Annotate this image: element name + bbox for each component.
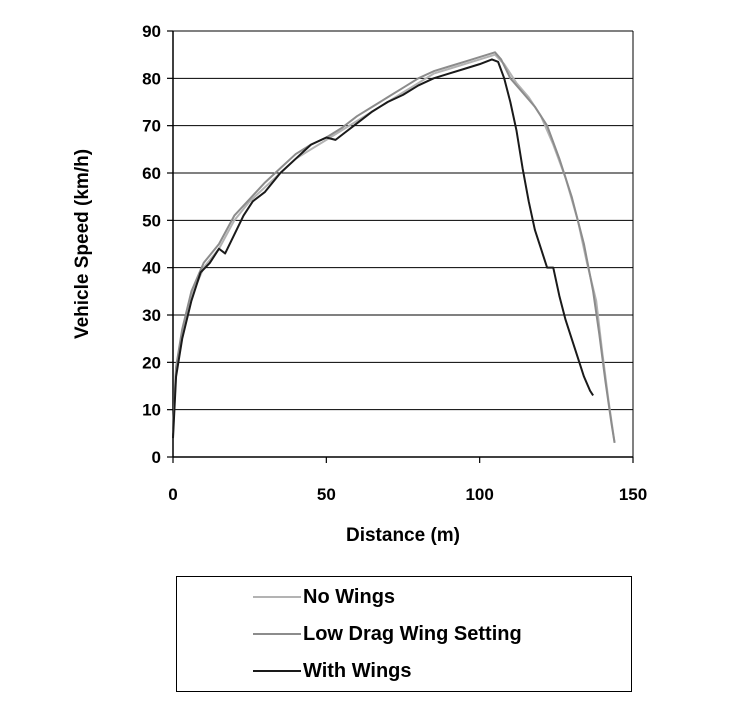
legend: No Wings Low Drag Wing Setting With Wing… [176,576,632,692]
legend-item-no-wings: No Wings [253,585,395,609]
x-tick-label-50: 50 [317,485,336,504]
y-tick-label-50: 50 [142,211,161,230]
y-tick-label-10: 10 [142,401,161,420]
legend-swatch-with-wings [253,670,301,672]
y-tick-label-90: 90 [142,22,161,41]
legend-swatch-low-drag [253,633,301,635]
y-tick-label-0: 0 [152,448,161,467]
gridlines [173,30,633,411]
y-tick-label-30: 30 [142,306,161,325]
y-tick-label-70: 70 [142,117,161,136]
tick-labels: 0 10 20 30 40 50 60 70 80 90 0 50 100 150 [142,22,647,504]
y-axis-title: Vehicle Speed (km/h) [72,149,93,339]
x-tick-label-100: 100 [465,485,493,504]
series-line-low-drag-wing-setting [172,51,616,443]
x-tick-label-150: 150 [619,485,647,504]
y-tick-label-80: 80 [142,69,161,88]
x-axis-title: Distance (m) [346,525,460,546]
series-lines [172,51,616,443]
legend-label-no-wings: No Wings [303,585,396,608]
legend-swatch-no-wings [253,596,301,598]
legend-label-low-drag: Low Drag Wing Setting [303,622,522,645]
legend-label-with-wings: With Wings [303,659,412,682]
y-tick-label-20: 20 [142,353,161,372]
y-tick-label-60: 60 [142,164,161,183]
x-tick-label-0: 0 [168,485,177,504]
legend-item-with-wings: With Wings [253,659,412,683]
series-line-no-wings [172,53,616,443]
series-line-with-wings [172,58,594,439]
y-tick-label-40: 40 [142,259,161,278]
legend-item-low-drag: Low Drag Wing Setting [253,622,522,646]
axes [167,30,634,463]
